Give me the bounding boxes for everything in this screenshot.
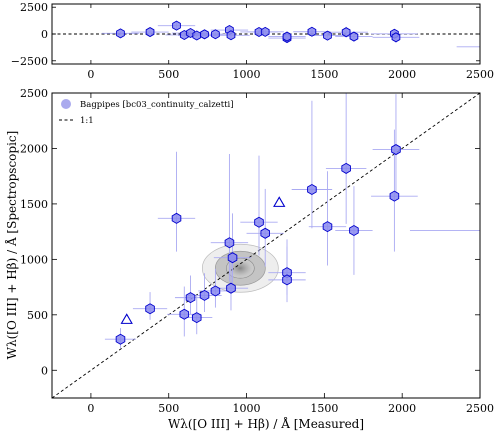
main-panel: 0 500 1000 1500 2000 2500 0 500 1000 1500 2000 2500…	[4, 87, 494, 431]
main-y-tick-label: 500	[27, 309, 48, 322]
residual-x-tick-label: 2500	[466, 68, 494, 81]
bagpipes-point	[389, 190, 400, 202]
density-contours	[201, 243, 279, 293]
bagpipes-point	[307, 183, 317, 196]
bagpipes-point	[199, 289, 210, 301]
bagpipes-point	[115, 333, 126, 345]
residual-points	[116, 20, 401, 44]
main-y-tick-label: 1500	[20, 198, 48, 211]
residual-point	[226, 30, 236, 41]
residual-point	[145, 27, 155, 38]
legend-label-1to1: 1:1	[80, 116, 94, 126]
bagpipes-point	[349, 225, 359, 237]
bagpipes-point	[341, 162, 351, 174]
residual-point	[116, 28, 125, 39]
residual-x-tick-label: 500	[158, 68, 179, 81]
bagpipes-point	[227, 252, 238, 264]
main-y-tick-label: 1000	[20, 253, 48, 266]
one-to-one-dashed-line	[52, 93, 480, 398]
triangle-point	[273, 196, 286, 207]
residual-point	[192, 30, 202, 41]
main-errorbars	[104, 93, 480, 349]
legend-marker-bagpipes	[61, 99, 71, 109]
residual-point	[341, 27, 351, 38]
bagpipes-point	[145, 303, 155, 315]
residual-x-tick-label: 1500	[310, 68, 338, 81]
one-to-one-line	[52, 93, 480, 398]
main-ticks: 0 500 1000 1500 2000 2500 0 500 1000 1500 2000 2500	[20, 87, 494, 415]
bagpipes-point	[260, 227, 270, 239]
residual-point	[211, 29, 220, 40]
main-axes-frame	[51, 92, 481, 399]
main-y-tick-label: 0	[41, 364, 48, 377]
bagpipes-point	[322, 221, 333, 233]
density-contour-inner	[226, 257, 255, 279]
residual-point	[200, 29, 209, 40]
bagpipes-point	[254, 216, 264, 228]
main-y-tick-label: 2000	[20, 142, 48, 155]
residual-point	[282, 31, 292, 42]
bagpipes-point	[391, 144, 401, 156]
triangle-point	[120, 313, 133, 324]
residual-point	[323, 30, 332, 41]
residual-point	[260, 26, 270, 37]
bagpipes-point	[224, 237, 235, 249]
residual-x-tick-label: 0	[87, 68, 94, 81]
bagpipes-point	[191, 312, 202, 324]
residual-point	[172, 20, 181, 31]
residual-y-tick-label: 0	[41, 28, 48, 41]
bagpipes-point	[282, 274, 292, 286]
residual-panel: 0 500 1000 1500 2000 2500 −2500 0 2500	[11, 1, 494, 81]
main-x-tick-label: 0	[87, 402, 94, 415]
residual-x-tick-label: 1000	[233, 68, 261, 81]
residual-point	[307, 26, 317, 37]
legend-label-bagpipes: Bagpipes [bc03_continuity_calzetti]	[80, 100, 234, 110]
residual-ticks: 0 500 1000 1500 2000 2500 −2500 0 2500	[11, 1, 494, 81]
residual-point	[349, 31, 359, 42]
main-x-tick-label: 2500	[466, 402, 494, 415]
main-points	[115, 144, 401, 345]
main-x-tick-label: 500	[158, 402, 179, 415]
bagpipes-point	[185, 292, 196, 304]
residual-y-tick-label: 2500	[20, 1, 48, 14]
main-x-tick-label: 1500	[310, 402, 338, 415]
bagpipes-point	[210, 285, 221, 297]
residual-x-tick-label: 2000	[388, 68, 416, 81]
legend: Bagpipes [bc03_continuity_calzetti] 1:1	[59, 99, 234, 126]
main-x-tick-label: 2000	[388, 402, 416, 415]
residual-point	[391, 32, 401, 43]
bagpipes-point	[226, 282, 236, 294]
bagpipes-point	[179, 308, 190, 320]
y-axis-label: Wλ([O III] + Hβ) / Å [Spectropscopic]	[4, 131, 19, 360]
bagpipes-point	[171, 212, 182, 224]
residual-y-tick-label: −2500	[11, 55, 48, 68]
main-y-tick-label: 2500	[20, 87, 48, 100]
x-axis-label: Wλ([O III] + Hβ) / Å [Measured]	[168, 416, 364, 431]
main-x-tick-label: 1000	[233, 402, 261, 415]
